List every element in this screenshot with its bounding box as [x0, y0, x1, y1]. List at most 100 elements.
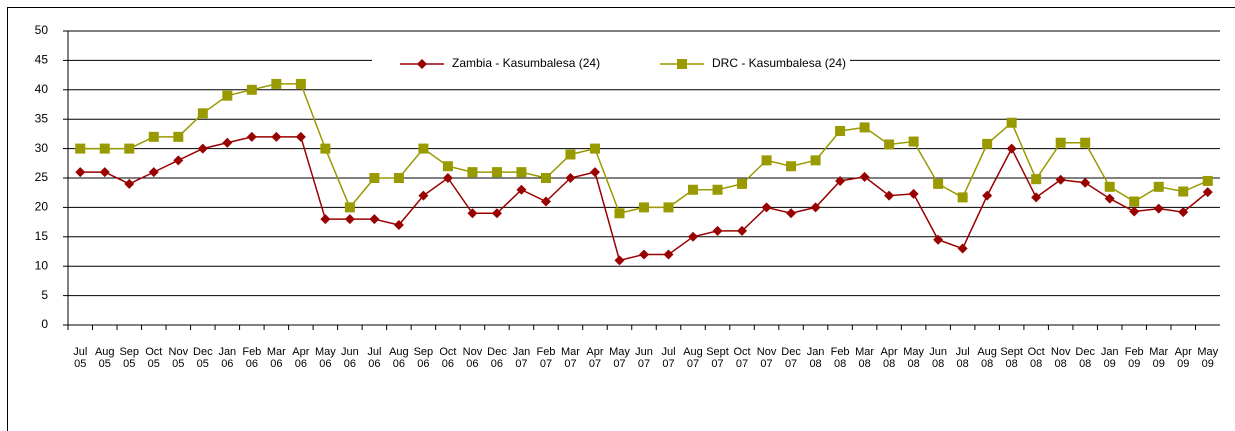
legend-label: Zambia - Kasumbalesa (24) — [452, 56, 600, 70]
marker — [859, 122, 870, 133]
marker — [1080, 137, 1091, 148]
marker — [99, 143, 110, 154]
marker — [1202, 175, 1213, 186]
marker — [271, 78, 282, 89]
marker — [516, 167, 527, 178]
marker — [1178, 207, 1189, 218]
x-tick-label: Jan 09 — [1100, 346, 1119, 370]
marker — [1006, 143, 1017, 154]
marker — [737, 178, 748, 189]
x-tick-label: Mar 06 — [266, 346, 286, 370]
marker — [540, 196, 551, 207]
marker — [246, 84, 257, 95]
x-tick-label: May 09 — [1197, 346, 1219, 370]
marker — [295, 131, 306, 142]
x-tick-label: Jul 05 — [73, 346, 88, 370]
marker — [761, 155, 772, 166]
x-tick-label: Aug 06 — [389, 346, 409, 370]
x-tick-label: Nov 06 — [462, 346, 483, 370]
marker — [712, 225, 723, 236]
marker — [124, 178, 135, 189]
marker — [614, 255, 625, 266]
marker — [418, 190, 429, 201]
marker — [369, 214, 380, 225]
marker — [467, 167, 478, 178]
marker — [442, 173, 453, 183]
marker — [417, 59, 427, 69]
x-tick-label: May 06 — [314, 346, 336, 370]
marker — [1129, 196, 1140, 207]
marker — [1153, 203, 1164, 214]
marker — [859, 171, 870, 182]
marker — [173, 155, 184, 166]
x-tick-label: Oct 06 — [439, 346, 457, 370]
marker — [712, 184, 723, 195]
marker — [688, 184, 699, 195]
x-tick-label: Sept 07 — [706, 346, 729, 370]
marker — [271, 131, 282, 142]
x-tick-label: Jun 06 — [340, 346, 359, 370]
marker — [1055, 174, 1066, 185]
marker — [491, 167, 502, 178]
marker — [540, 173, 551, 183]
x-tick-label: Aug 05 — [94, 346, 115, 370]
marker — [320, 143, 331, 154]
x-tick-label: Nov 08 — [1050, 346, 1071, 370]
x-tick-label: Oct 05 — [145, 346, 163, 370]
x-tick-label: Sep 05 — [119, 346, 140, 370]
marker — [1104, 181, 1115, 192]
marker — [344, 214, 355, 225]
x-tick-label: May 07 — [609, 346, 630, 370]
marker — [173, 131, 184, 142]
x-tick-label: Aug 08 — [977, 346, 997, 370]
x-tick-label: Oct 07 — [733, 346, 751, 370]
marker — [982, 138, 993, 149]
y-tick-label: 10 — [35, 258, 49, 272]
x-tick-label: Dec 06 — [487, 346, 507, 370]
marker — [565, 173, 576, 183]
marker — [1104, 193, 1115, 204]
x-tick-label: Aug 07 — [683, 346, 703, 370]
x-tick-label: Mar 07 — [560, 346, 580, 370]
marker — [639, 202, 649, 213]
marker — [197, 143, 208, 154]
x-tick-label: Jul 07 — [661, 346, 676, 370]
marker — [418, 143, 429, 154]
marker — [589, 143, 600, 154]
marker — [393, 220, 404, 231]
marker — [1055, 137, 1066, 148]
marker — [1080, 177, 1091, 188]
x-tick-label: Apr 08 — [880, 346, 898, 370]
x-tick-label: Mar 08 — [855, 346, 875, 370]
marker — [516, 184, 527, 195]
y-tick-label: 35 — [35, 111, 49, 125]
x-tick-label: Jan 08 — [806, 346, 825, 370]
marker — [884, 139, 895, 150]
y-tick-label: 5 — [41, 288, 48, 302]
marker — [663, 249, 674, 260]
x-tick-label: Apr 09 — [1174, 346, 1192, 370]
marker — [222, 90, 233, 101]
marker — [835, 175, 846, 186]
marker — [663, 202, 674, 213]
marker — [75, 143, 86, 154]
marker — [786, 208, 797, 219]
marker — [761, 202, 772, 213]
x-tick-label: Feb 06 — [242, 346, 262, 370]
x-tick-label: Dec 07 — [781, 346, 801, 370]
legend-box — [372, 52, 850, 76]
marker — [148, 167, 159, 178]
marker — [835, 125, 846, 136]
marker — [442, 161, 453, 172]
x-tick-label: Apr 06 — [292, 346, 310, 370]
x-tick-label: Feb 07 — [536, 346, 556, 370]
marker — [884, 190, 895, 201]
marker — [688, 231, 699, 242]
marker — [344, 202, 355, 213]
marker — [957, 243, 968, 254]
x-tick-label: Jul 06 — [367, 346, 382, 370]
marker — [639, 249, 649, 260]
marker — [75, 167, 86, 178]
